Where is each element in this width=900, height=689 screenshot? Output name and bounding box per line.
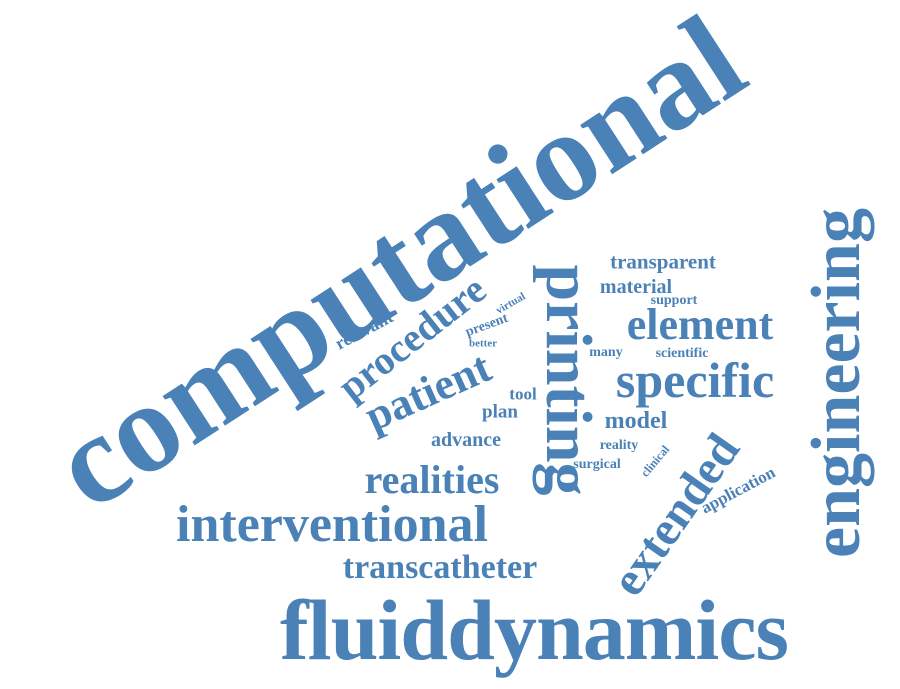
word-fluiddynamics: fluiddynamics — [280, 587, 788, 673]
word-plan: plan — [482, 403, 518, 422]
word-advance: advance — [431, 430, 501, 450]
word-better: better — [469, 339, 497, 350]
word-transparent: transparent — [610, 252, 716, 273]
word-transcatheter: transcatheter — [343, 551, 537, 585]
word-interventional: interventional — [176, 499, 488, 551]
word-reality: reality — [600, 439, 639, 453]
word-clinical: clinical — [639, 443, 672, 479]
word-model: model — [605, 409, 668, 433]
word-virtual: virtual — [494, 291, 527, 316]
word-specific: specific — [616, 355, 774, 405]
word-tool: tool — [509, 386, 536, 403]
word-many: many — [589, 346, 622, 360]
word-scientific: scientific — [656, 347, 709, 361]
word-realities: realities — [365, 460, 500, 500]
word-element: element — [627, 303, 774, 347]
word-engineering: engineering — [802, 208, 872, 558]
word-support: support — [651, 294, 698, 308]
word-surgical: surgical — [573, 458, 620, 472]
